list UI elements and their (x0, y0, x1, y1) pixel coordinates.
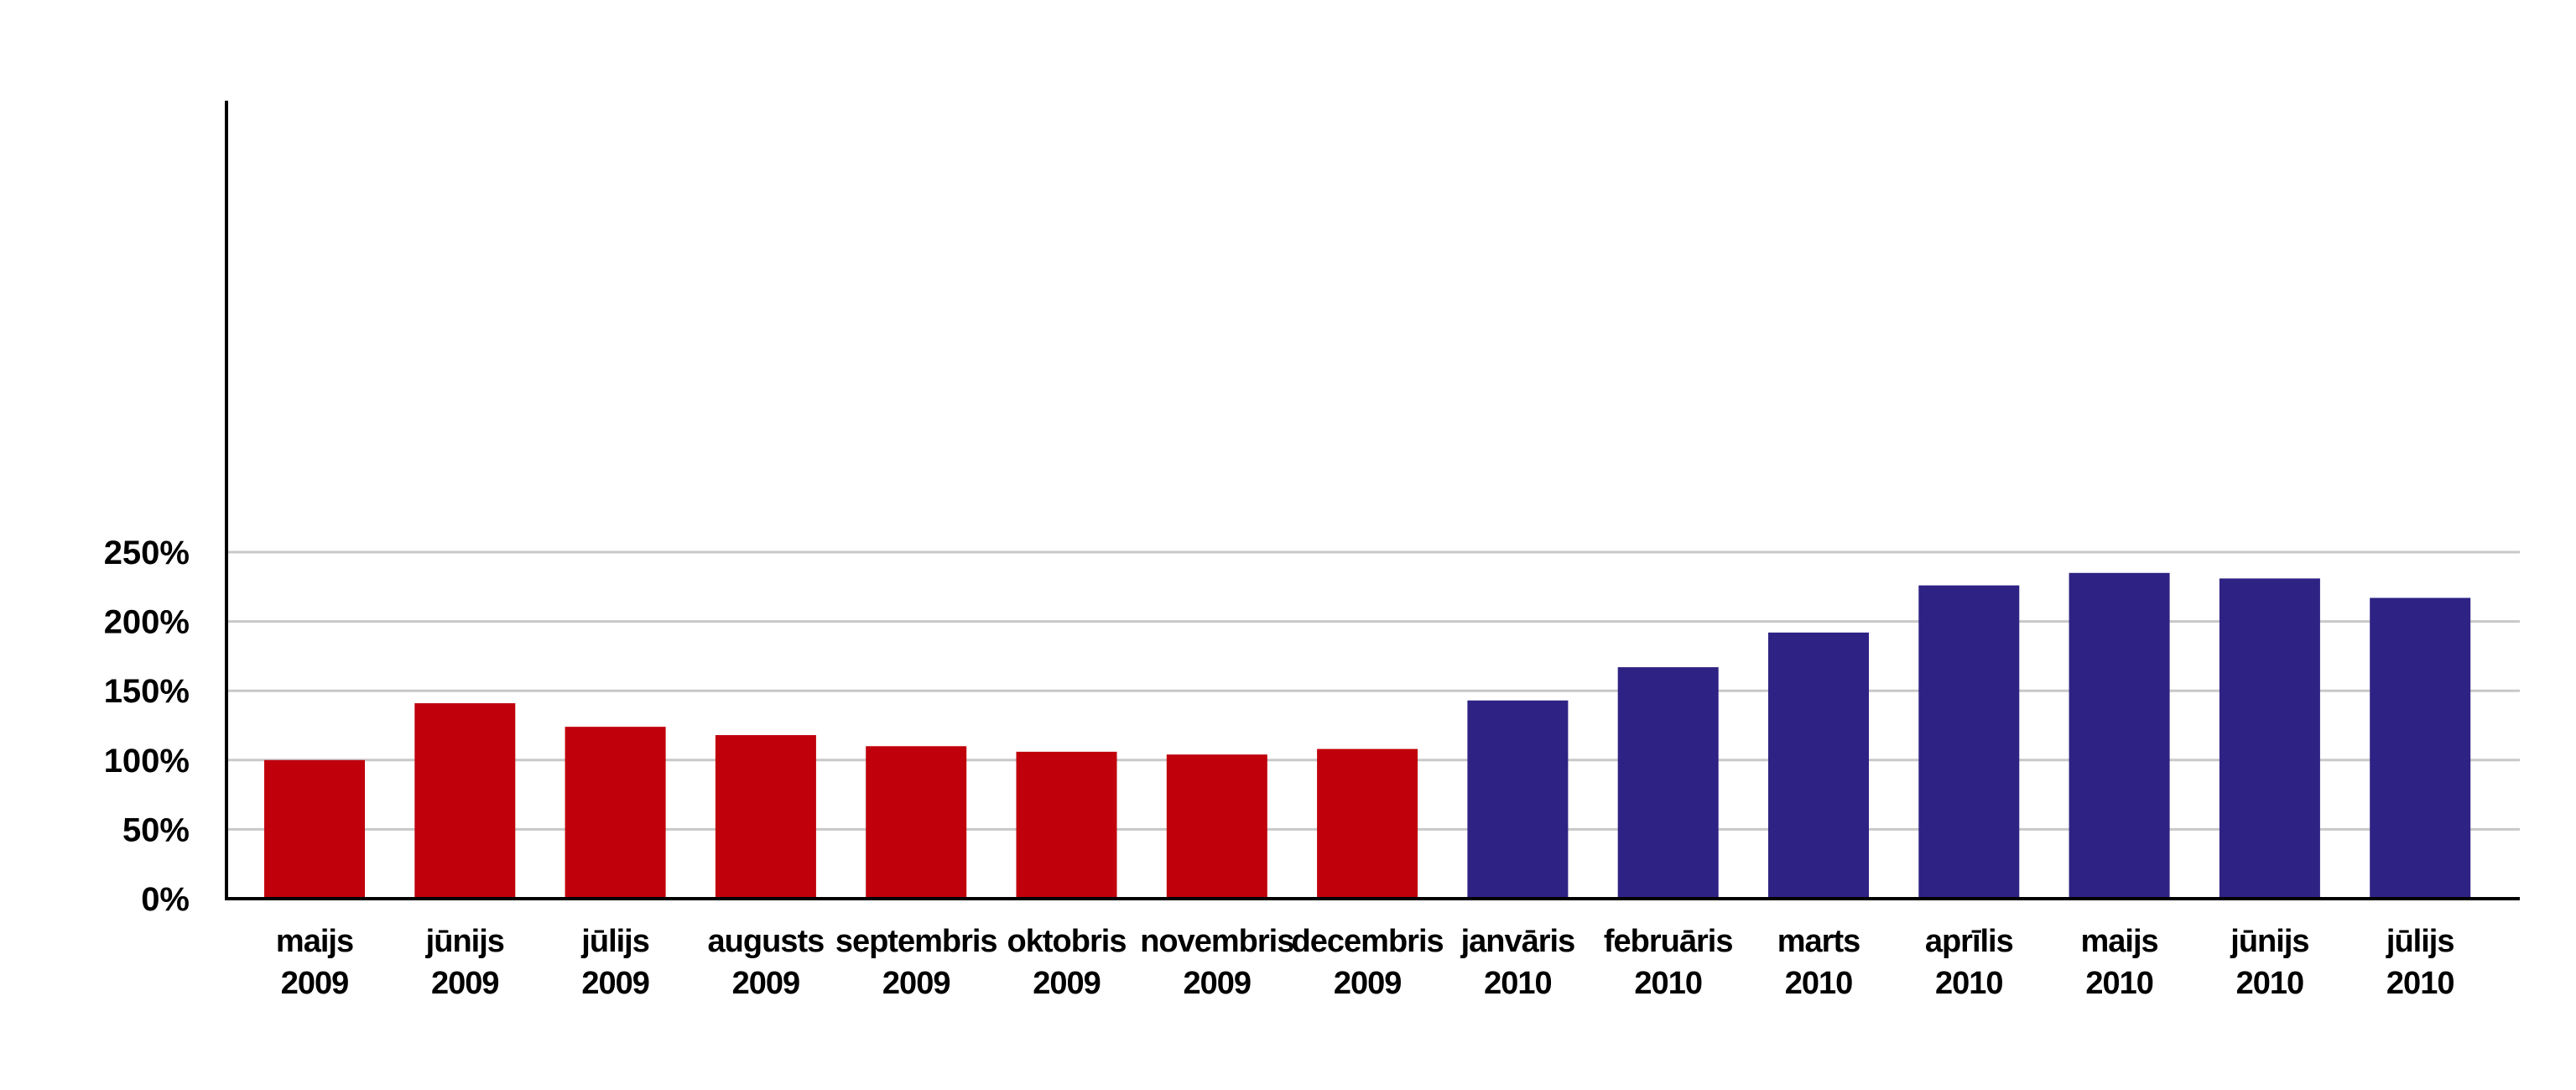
bar (264, 759, 365, 899)
x-tick-label-year: 2009 (882, 966, 950, 1001)
x-tick-label-month: aprīlis (1925, 924, 2013, 959)
x-tick-label-year: 2009 (431, 966, 499, 1001)
bar (565, 727, 666, 899)
bars (264, 572, 2471, 899)
x-tick-label-month: septembris (835, 924, 997, 959)
x-tick-label-year: 2009 (1033, 966, 1101, 1001)
y-tick-label: 150% (104, 673, 190, 710)
x-tick-label-month: februāris (1604, 924, 1733, 959)
bar (866, 746, 967, 899)
y-tick-label: 250% (104, 535, 190, 571)
bar (2069, 572, 2170, 899)
y-tick-label: 0% (141, 881, 190, 918)
x-tick-label-month: jūlijs (580, 924, 649, 959)
x-tick-label-year: 2010 (1634, 966, 1702, 1001)
bar (1166, 754, 1267, 899)
x-tick-label-month: jūnijs (425, 924, 504, 959)
bar (1617, 667, 1719, 899)
bar (1918, 585, 2020, 899)
bar (1768, 632, 1869, 899)
bar (1467, 700, 1569, 899)
y-tick-label: 200% (104, 604, 190, 641)
x-tick-label-year: 2010 (1935, 966, 2003, 1001)
x-tick-label-year: 2009 (1184, 966, 1252, 1001)
axes (225, 101, 2520, 900)
bar (414, 703, 516, 899)
x-tick-label-year: 2009 (281, 966, 349, 1001)
x-tick-label-month: augusts (708, 924, 825, 959)
x-tick-label-year: 2010 (1785, 966, 1853, 1001)
x-tick-labels: maijs 2009 jūnijs 2009 jūlijs 2009 augusts 2009… (276, 924, 2455, 1001)
bar (1016, 751, 1117, 899)
x-tick-label-month: maijs (2081, 924, 2158, 959)
y-tick-labels: 0% 50% 100% 150% 200% 250% (104, 535, 190, 918)
bar (2370, 597, 2471, 899)
bar (1317, 748, 1418, 899)
x-tick-label-month: jūlijs (2386, 924, 2454, 959)
x-tick-label-year: 2010 (2386, 966, 2454, 1001)
x-tick-label-month: jūnijs (2230, 924, 2308, 959)
x-tick-label-month: janvāris (1460, 924, 1575, 959)
x-tick-label-year: 2010 (2236, 966, 2304, 1001)
x-tick-label-month: marts (1777, 924, 1860, 959)
y-tick-label: 50% (122, 811, 190, 848)
x-tick-label-month: maijs (276, 924, 353, 959)
bar (715, 735, 816, 899)
x-tick-label-month: decembris (1292, 924, 1444, 959)
x-tick-label-year: 2009 (581, 966, 649, 1001)
y-tick-label: 100% (104, 743, 190, 780)
x-tick-label-year: 2009 (1334, 966, 1402, 1001)
x-tick-label-month: novembris (1140, 924, 1293, 959)
bar (2219, 578, 2320, 899)
x-tick-label-year: 2010 (2085, 966, 2153, 1001)
x-tick-label-month: oktobris (1007, 924, 1127, 959)
x-tick-label-year: 2009 (732, 966, 800, 1001)
x-tick-label-year: 2010 (1484, 966, 1552, 1001)
